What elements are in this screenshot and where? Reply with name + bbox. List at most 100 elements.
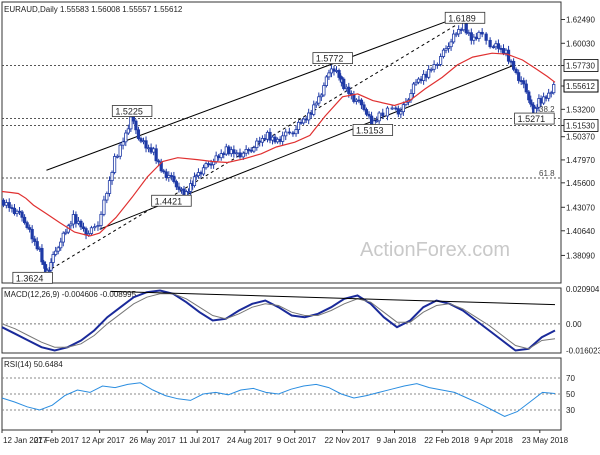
candle-body <box>429 68 433 71</box>
candle-body <box>364 109 369 115</box>
candle-body <box>268 131 272 141</box>
candle-body <box>129 116 133 130</box>
candle-body <box>17 210 22 213</box>
candle-body <box>304 118 308 121</box>
candle-body <box>396 108 400 115</box>
macd-tick-label: -0.016023 <box>566 347 600 356</box>
candle-body <box>354 99 358 102</box>
candle-body <box>291 132 295 135</box>
macd-trend-line <box>110 290 556 306</box>
candle-body <box>149 147 153 153</box>
candle-body <box>244 149 248 154</box>
candle-body <box>414 81 418 85</box>
candle-body <box>509 60 513 63</box>
candle-body <box>416 78 421 83</box>
price-tick-label: 1.50370 <box>566 133 595 142</box>
x-tick-label: 22 Nov 2017 <box>324 436 370 445</box>
candle-body <box>110 172 114 182</box>
candle-body <box>144 140 148 149</box>
candle-body <box>484 33 488 41</box>
candle-body <box>347 86 351 94</box>
candle-body <box>439 56 443 65</box>
fib-label: 38.2 <box>539 105 555 114</box>
candle-body <box>71 214 75 225</box>
candle-body <box>419 78 423 81</box>
candle-body <box>399 111 403 115</box>
x-tick-label: 27 Feb 2017 <box>34 436 79 445</box>
candle-body <box>344 86 348 89</box>
candle-body <box>134 120 138 131</box>
candle-body <box>105 193 109 201</box>
candle-body <box>375 120 379 123</box>
candle-body <box>446 46 451 49</box>
candle-body <box>299 121 303 124</box>
candle-body <box>172 175 176 182</box>
annotation-box <box>151 194 192 207</box>
candle-body <box>287 131 291 134</box>
candle-body <box>159 161 163 172</box>
candle-body <box>179 188 184 191</box>
candle-body <box>7 202 11 208</box>
candle-body <box>312 104 316 115</box>
candle-body <box>362 104 366 110</box>
candle-body <box>86 233 91 236</box>
candle-body <box>512 60 516 70</box>
candle-body <box>12 207 17 215</box>
candle-body <box>219 153 223 159</box>
candle-body <box>390 107 394 110</box>
candle-body <box>199 172 203 175</box>
candle-body <box>544 96 548 99</box>
candle-body <box>539 98 543 104</box>
candle-body <box>401 104 405 113</box>
candle-body <box>342 78 346 89</box>
candle-body <box>307 112 311 121</box>
candle-body <box>74 214 78 224</box>
candle-body <box>224 146 228 155</box>
candle-body <box>241 152 245 158</box>
fib-label: 61.8 <box>539 169 555 178</box>
candle-body <box>40 247 44 263</box>
candle-body <box>472 36 476 41</box>
rsi-tick-label: 50 <box>566 390 575 399</box>
candle-body <box>444 48 448 51</box>
candle-body <box>169 175 173 177</box>
candle-body <box>452 33 456 43</box>
candle-body <box>81 226 86 229</box>
candle-body <box>61 232 65 243</box>
candle-body <box>501 48 506 54</box>
x-tick-label: 24 Aug 2017 <box>227 436 272 445</box>
annotation-label: 1.4421 <box>155 196 183 206</box>
candle-body <box>270 136 275 141</box>
candle-body <box>154 148 158 162</box>
candle-body <box>517 72 521 81</box>
candle-body <box>227 146 231 155</box>
candle-body <box>514 68 518 73</box>
price-tick-label: 1.38090 <box>566 251 595 260</box>
annotation-box <box>111 105 153 117</box>
candle-body <box>332 68 336 72</box>
candle-body <box>474 36 478 40</box>
candle-body <box>317 96 321 104</box>
candle-body <box>25 222 29 228</box>
candle-body <box>76 220 81 224</box>
candle-body <box>488 39 492 48</box>
candle-body <box>189 183 193 192</box>
candle-body <box>435 64 439 66</box>
candle-body <box>42 261 46 265</box>
candle-body <box>174 181 178 188</box>
candle-body <box>522 80 526 85</box>
candle-body <box>192 176 197 186</box>
moving-average-line <box>1 52 556 237</box>
candle-body <box>96 225 100 228</box>
candle-body <box>139 138 143 142</box>
candle-body <box>424 73 428 78</box>
candle-body <box>385 107 390 117</box>
candle-body <box>49 262 53 271</box>
price-tick-label: 1.55612 <box>566 82 595 91</box>
candle-body <box>302 118 306 124</box>
annotation-label: 1.5271 <box>518 114 546 124</box>
candle-body <box>141 140 146 143</box>
candle-body <box>381 112 385 117</box>
candle-body <box>469 32 473 41</box>
